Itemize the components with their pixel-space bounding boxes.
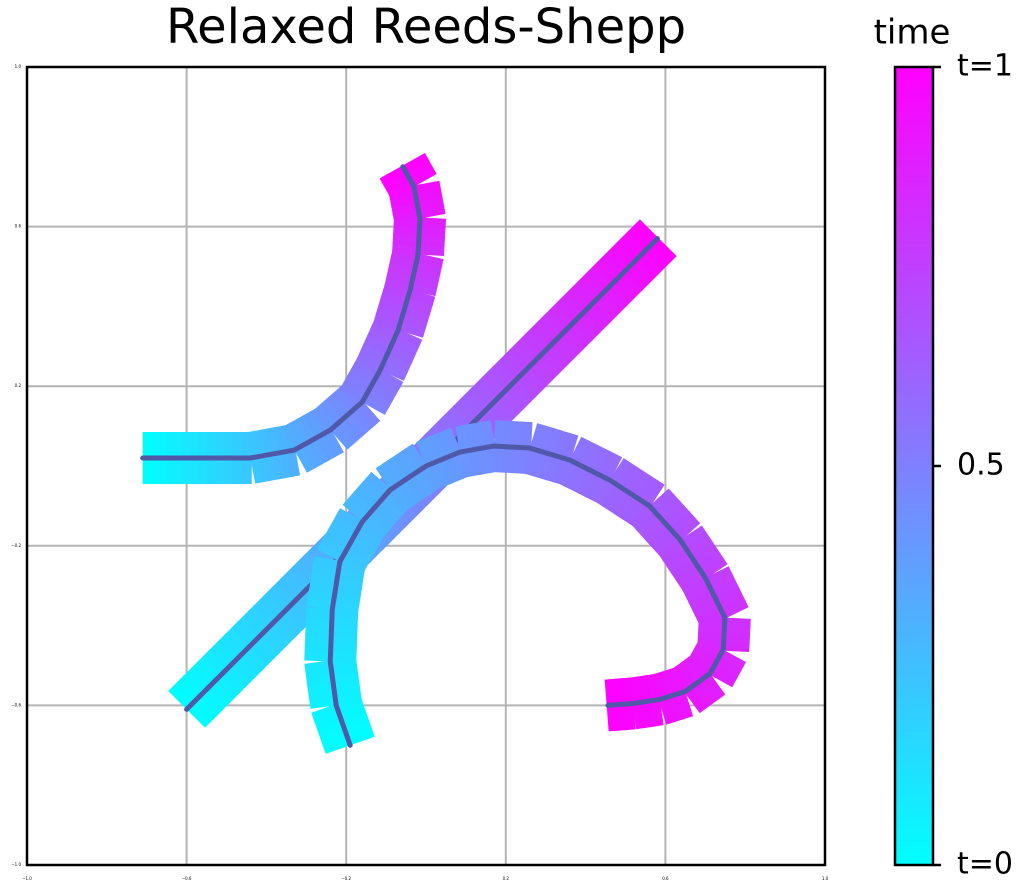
- chart-title: Relaxed Reeds-Shepp: [166, 0, 686, 55]
- x-tick-label: 0.2: [503, 876, 510, 881]
- colorbar-title: time: [874, 13, 951, 53]
- trajectory-line: [327, 443, 728, 748]
- x-tick-label: 1.0: [822, 876, 829, 881]
- y-tick-label: −0.6: [11, 702, 21, 707]
- x-tick-label: −0.2: [341, 876, 351, 881]
- colorbar-tick-label: t=0: [957, 847, 1013, 882]
- trajectory-line: [140, 164, 423, 461]
- x-tick-label: −0.6: [182, 876, 192, 881]
- y-tick-label: 0.2: [15, 383, 22, 388]
- x-tick-label: 0.6: [662, 876, 669, 881]
- colorbar-tick-label: t=1: [957, 49, 1013, 84]
- colorbar-tick-label: 0.5: [957, 448, 1005, 483]
- y-tick-label: −1.0: [11, 862, 21, 867]
- y-tick-label: −0.2: [11, 543, 21, 548]
- colorbar: [893, 65, 935, 867]
- y-tick-label: 0.6: [15, 224, 22, 229]
- x-tick-label: −1.0: [22, 876, 32, 881]
- plot-frame: [25, 65, 827, 867]
- y-tick-label: 1.0: [15, 64, 22, 69]
